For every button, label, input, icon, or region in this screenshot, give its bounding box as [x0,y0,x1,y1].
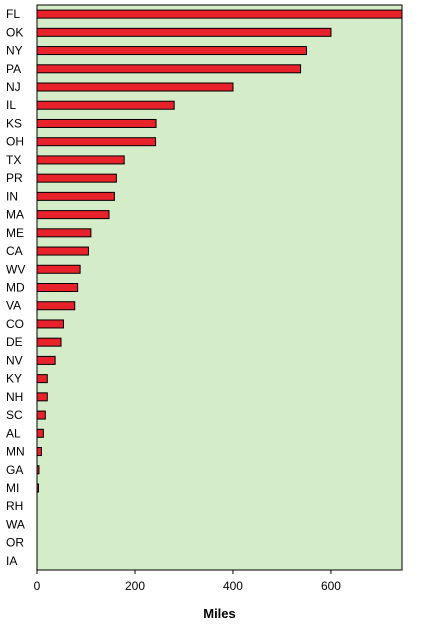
category-label-tx: TX [6,153,21,167]
bars-group [36,9,403,493]
x-tick-label: 0 [34,579,41,593]
bar-nj [36,82,234,92]
bar-pr [36,173,117,183]
category-label-il: IL [6,98,16,112]
category-label-al: AL [6,426,21,440]
category-label-me: ME [6,226,24,240]
bar-nv [36,355,56,365]
category-label-ca: CA [6,244,23,258]
category-label-nh: NH [6,390,23,404]
category-label-mn: MN [6,445,25,459]
category-label-va: VA [6,299,21,313]
bar-va [36,301,76,311]
category-label-md: MD [6,281,25,295]
bar-co [36,319,64,329]
x-axis: 0 200 400 600 [34,570,341,593]
bar-ga [36,465,40,475]
category-label-sc: SC [6,408,23,422]
bar-il [36,100,175,110]
category-label-pr: PR [6,171,23,185]
bar-nh [36,392,48,402]
bar-fl [36,9,403,19]
category-label-ia: IA [6,554,17,568]
bar-ca [36,246,89,256]
bar-me [36,228,92,238]
bar-wv [36,264,81,274]
bar-mn [36,447,42,457]
category-label-ok: OK [6,25,23,39]
bar-ny [36,46,307,56]
bar-de [36,337,62,347]
category-labels: FL OK NY PA NJ IL KS OH TX PR IN MA ME CA WV MD VA CO DE NV… [6,7,25,568]
category-label-ks: KS [6,116,22,130]
category-label-ny: NY [6,44,23,58]
x-tick-label: 600 [321,579,341,593]
category-label-ma: MA [6,208,24,222]
bar-md [36,283,79,292]
category-label-nv: NV [6,353,23,367]
category-label-mi: MI [6,481,19,495]
category-label-fl: FL [6,7,20,21]
plot-area [36,4,403,571]
x-tick-label: 200 [125,579,145,593]
category-label-rh: RH [6,499,23,513]
bar-ks [36,118,157,128]
bar-oh [36,137,157,147]
category-label-de: DE [6,335,23,349]
bar-ky [36,374,48,384]
category-label-nj: NJ [6,80,21,94]
bar-pa [36,64,302,74]
bar-ok [36,27,332,37]
category-label-ga: GA [6,463,23,477]
category-label-wa: WA [6,517,25,531]
category-label-pa: PA [6,62,21,76]
category-label-oh: OH [6,135,24,149]
category-label-or: OR [6,536,24,550]
category-label-in: IN [6,189,18,203]
bar-al [36,428,44,438]
bar-mi [36,483,39,493]
category-label-co: CO [6,317,24,331]
category-label-wv: WV [6,262,25,276]
category-label-ky: KY [6,372,22,386]
x-axis-label: Miles [203,606,236,621]
bar-ma [36,210,110,220]
bar-tx [36,155,125,165]
bar-sc [36,410,46,420]
x-tick-label: 400 [223,579,243,593]
bar-in [36,191,115,201]
